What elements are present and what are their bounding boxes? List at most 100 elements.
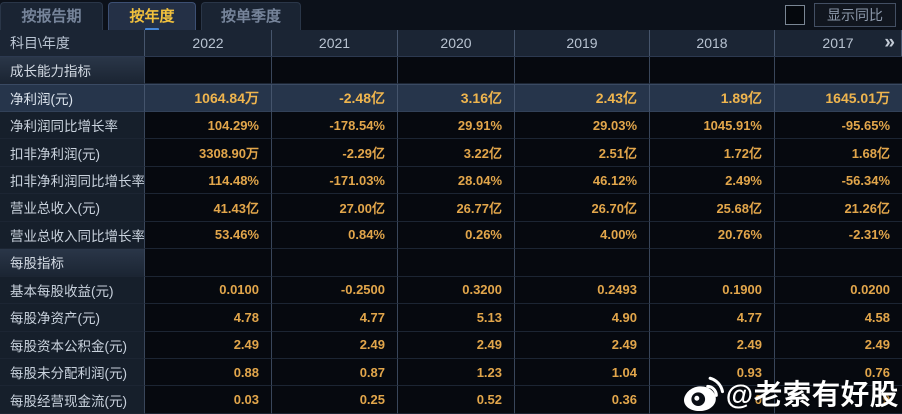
table-row[interactable]: 每股指标 bbox=[0, 249, 902, 277]
row-label: 每股指标 bbox=[0, 249, 145, 277]
cell-value: 0.87 bbox=[272, 358, 398, 387]
row-label: 营业总收入同比增长率 bbox=[0, 221, 145, 250]
cell-value: 0 bbox=[650, 386, 775, 414]
cell-value: 0.26% bbox=[398, 221, 515, 250]
cell-value bbox=[145, 249, 272, 277]
table-row[interactable]: 扣非净利润(元) 3308.90万 -2.29亿 3.22亿 2.51亿 1.72亿 1.6… bbox=[0, 139, 902, 167]
cell-value bbox=[650, 249, 775, 277]
cell-value: 41.43亿 bbox=[145, 194, 272, 222]
cell-value: 26.77亿 bbox=[398, 194, 515, 222]
column-header-2021: 2021 bbox=[272, 30, 398, 56]
table-row[interactable]: 每股净资产(元) 4.78 4.77 5.13 4.90 4.77 4.58 bbox=[0, 304, 902, 332]
column-header-2022: 2022 bbox=[145, 30, 272, 56]
column-header-2020: 2020 bbox=[398, 30, 515, 56]
column-header-2019: 2019 bbox=[515, 30, 650, 56]
cell-value: -2.48亿 bbox=[272, 84, 398, 112]
more-years-icon[interactable]: » bbox=[884, 32, 894, 53]
cell-value: 1.72亿 bbox=[650, 139, 775, 167]
show-yoy-checkbox[interactable] bbox=[785, 5, 805, 25]
cell-value: -56.34% bbox=[775, 166, 902, 195]
cell-value: 4.77 bbox=[650, 304, 775, 332]
table-row[interactable]: 营业总收入同比增长率 53.46% 0.84% 0.26% 4.00% 20.76% -2.… bbox=[0, 221, 902, 250]
cell-value: 20.76% bbox=[650, 221, 775, 250]
cell-value bbox=[515, 249, 650, 277]
tab-by-year[interactable]: 按年度 bbox=[108, 2, 196, 30]
table-row[interactable]: 每股经营现金流(元) 0.03 0.25 0.52 0.36 0 9 bbox=[0, 386, 902, 414]
row-label: 扣非净利润(元) bbox=[0, 139, 145, 167]
cell-value: 104.29% bbox=[145, 111, 272, 140]
cell-value: 4.58 bbox=[775, 304, 902, 332]
cell-value: 0.2493 bbox=[515, 276, 650, 305]
cell-value: 0.1900 bbox=[650, 276, 775, 305]
table-header-row: 科目\年度 2022 2021 2020 2019 2018 2017» bbox=[0, 30, 902, 57]
cell-value: 26.70亿 bbox=[515, 194, 650, 222]
cell-value: 0.36 bbox=[515, 386, 650, 414]
table-row[interactable]: 基本每股收益(元) 0.0100 -0.2500 0.3200 0.2493 0.1900… bbox=[0, 276, 902, 305]
cell-value: 0.52 bbox=[398, 386, 515, 414]
corner-label: 科目\年度 bbox=[0, 30, 145, 56]
row-label: 营业总收入(元) bbox=[0, 194, 145, 222]
table-row[interactable]: 每股未分配利润(元) 0.88 0.87 1.23 1.04 0.93 0.76 bbox=[0, 358, 902, 387]
show-yoy-label[interactable]: 显示同比 bbox=[814, 3, 896, 27]
cell-value: 1064.84万 bbox=[145, 84, 272, 112]
cell-value: 27.00亿 bbox=[272, 194, 398, 222]
cell-value: -0.2500 bbox=[272, 276, 398, 305]
cell-value bbox=[650, 57, 775, 85]
cell-value: 2.43亿 bbox=[515, 84, 650, 112]
cell-value: 28.04% bbox=[398, 166, 515, 195]
column-header-2017: 2017» bbox=[775, 30, 902, 56]
row-label: 每股净资产(元) bbox=[0, 304, 145, 332]
cell-value: 29.03% bbox=[515, 111, 650, 140]
row-label: 扣非净利润同比增长率 bbox=[0, 166, 145, 195]
table-row[interactable]: 每股资本公积金(元) 2.49 2.49 2.49 2.49 2.49 2.49 bbox=[0, 331, 902, 359]
row-label: 成长能力指标 bbox=[0, 57, 145, 85]
cell-value: 0.25 bbox=[272, 386, 398, 414]
cell-value: 5.13 bbox=[398, 304, 515, 332]
cell-value: 114.48% bbox=[145, 166, 272, 195]
cell-value bbox=[145, 57, 272, 85]
cell-value: 1.68亿 bbox=[775, 139, 902, 167]
column-header-2018: 2018 bbox=[650, 30, 775, 56]
cell-value bbox=[515, 57, 650, 85]
cell-value: 46.12% bbox=[515, 166, 650, 195]
tab-by-quarter[interactable]: 按单季度 bbox=[201, 2, 301, 30]
cell-value: 1.89亿 bbox=[650, 84, 775, 112]
cell-value: 2.49 bbox=[775, 331, 902, 359]
cell-value: 0.3200 bbox=[398, 276, 515, 305]
table-row[interactable]: 成长能力指标 bbox=[0, 57, 902, 85]
cell-value: 0.0100 bbox=[145, 276, 272, 305]
cell-value: 3308.90万 bbox=[145, 139, 272, 167]
cell-value bbox=[272, 57, 398, 85]
cell-value: 21.26亿 bbox=[775, 194, 902, 222]
table-row[interactable]: 营业总收入(元) 41.43亿 27.00亿 26.77亿 26.70亿 25.68亿 21… bbox=[0, 194, 902, 222]
period-tabbar: 按报告期 按年度 按单季度 显示同比 bbox=[0, 0, 902, 30]
row-label: 净利润同比增长率 bbox=[0, 111, 145, 140]
cell-value: -171.03% bbox=[272, 166, 398, 195]
row-label: 每股未分配利润(元) bbox=[0, 358, 145, 387]
table-row[interactable]: 净利润同比增长率 104.29% -178.54% 29.91% 29.03% 1045.… bbox=[0, 111, 902, 140]
cell-value: 0.03 bbox=[145, 386, 272, 414]
cell-value: 2.51亿 bbox=[515, 139, 650, 167]
table-row[interactable]: 扣非净利润同比增长率 114.48% -171.03% 28.04% 46.12% 2.4… bbox=[0, 166, 902, 195]
cell-value: -2.31% bbox=[775, 221, 902, 250]
cell-value: 2.49 bbox=[398, 331, 515, 359]
tab-by-report-period[interactable]: 按报告期 bbox=[0, 2, 103, 30]
cell-value: 0.0200 bbox=[775, 276, 902, 305]
cell-value: 1045.91% bbox=[650, 111, 775, 140]
cell-value: 9 bbox=[775, 386, 902, 414]
cell-value bbox=[398, 57, 515, 85]
cell-value: 0.88 bbox=[145, 358, 272, 387]
row-label: 每股资本公积金(元) bbox=[0, 331, 145, 359]
cell-value: 2.49 bbox=[272, 331, 398, 359]
cell-value: 4.90 bbox=[515, 304, 650, 332]
cell-value: 3.22亿 bbox=[398, 139, 515, 167]
row-label: 每股经营现金流(元) bbox=[0, 386, 145, 414]
cell-value bbox=[775, 249, 902, 277]
cell-value: 1645.01万 bbox=[775, 84, 902, 112]
table-row[interactable]: 净利润(元) 1064.84万 -2.48亿 3.16亿 2.43亿 1.89亿 1645.… bbox=[0, 84, 902, 112]
cell-value: -178.54% bbox=[272, 111, 398, 140]
cell-value: 53.46% bbox=[145, 221, 272, 250]
row-label: 净利润(元) bbox=[0, 84, 145, 112]
cell-value: 1.04 bbox=[515, 358, 650, 387]
cell-value: 25.68亿 bbox=[650, 194, 775, 222]
